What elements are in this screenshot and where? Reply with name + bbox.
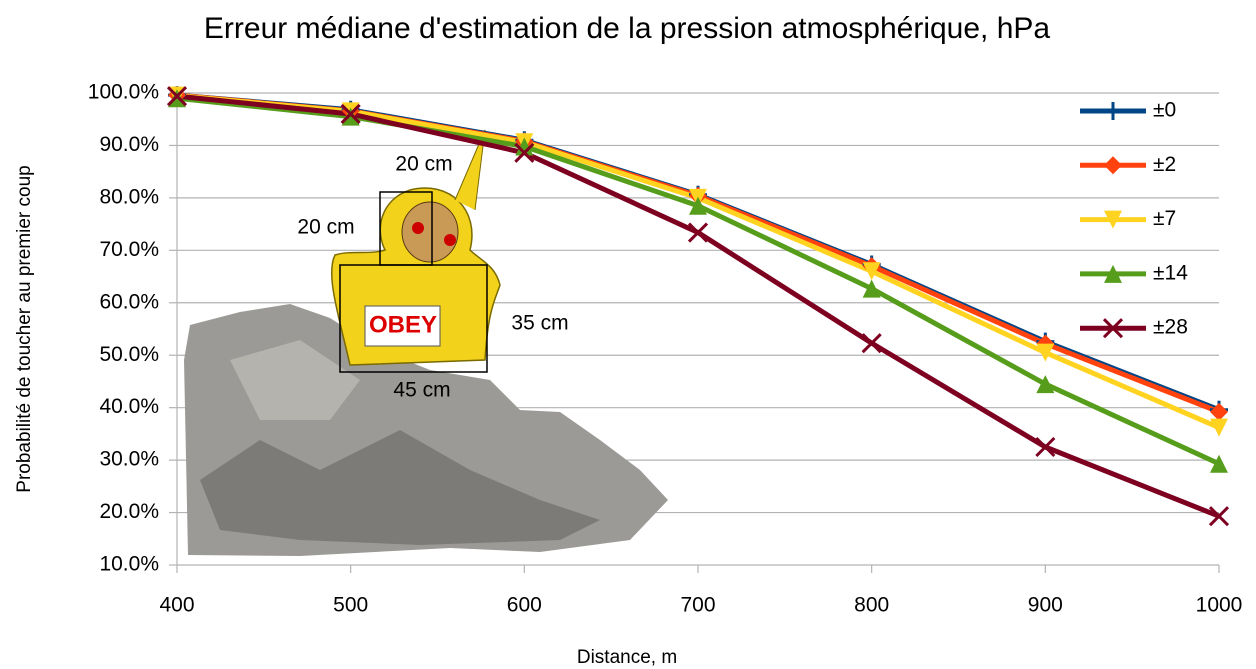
legend-label: ±7 bbox=[1153, 207, 1176, 230]
marker bbox=[1104, 102, 1122, 120]
x-tick-label: 900 bbox=[1028, 594, 1063, 617]
x-tick-label: 1000 bbox=[1196, 594, 1243, 617]
y-tick-label: 90.0% bbox=[99, 133, 159, 156]
annotation: 35 cm bbox=[511, 312, 568, 335]
x-tick-label: 400 bbox=[159, 594, 194, 617]
y-tick-label: 50.0% bbox=[99, 343, 159, 366]
y-tick-label: 70.0% bbox=[99, 238, 159, 261]
marker bbox=[689, 224, 707, 242]
annotation: OBEY bbox=[369, 311, 437, 338]
marker bbox=[863, 280, 881, 298]
y-tick-label: 10.0% bbox=[99, 553, 159, 576]
annotation: 45 cm bbox=[393, 379, 450, 402]
figure-face bbox=[402, 202, 458, 262]
y-tick-label: 60.0% bbox=[99, 290, 159, 313]
legend-label: ±28 bbox=[1153, 316, 1188, 339]
y-tick-label: 100.0% bbox=[88, 81, 159, 104]
x-tick-label: 500 bbox=[333, 594, 368, 617]
y-axis-label: Probabilité de toucher au premier coup bbox=[14, 165, 35, 492]
annotation: 20 cm bbox=[297, 216, 354, 239]
marker bbox=[863, 334, 881, 352]
figure-eye bbox=[412, 222, 424, 234]
x-tick-label: 600 bbox=[507, 594, 542, 617]
legend-label: ±2 bbox=[1153, 153, 1176, 176]
y-tick-label: 20.0% bbox=[99, 500, 159, 523]
y-tick-label: 30.0% bbox=[99, 448, 159, 471]
x-tick-label: 700 bbox=[680, 594, 715, 617]
x-tick-label: 800 bbox=[854, 594, 889, 617]
y-tick-label: 40.0% bbox=[99, 395, 159, 418]
chart: Erreur médiane d'estimation de la pressi… bbox=[0, 0, 1256, 669]
marker bbox=[1210, 455, 1228, 473]
legend-label: ±14 bbox=[1153, 261, 1188, 284]
legend-label: ±0 bbox=[1153, 99, 1176, 122]
marker bbox=[1104, 156, 1122, 174]
chart-title: Erreur médiane d'estimation de la pressi… bbox=[204, 12, 1051, 45]
x-axis-label: Distance, m bbox=[577, 647, 677, 668]
annotation: 20 cm bbox=[395, 153, 452, 176]
y-tick-label: 80.0% bbox=[99, 185, 159, 208]
figure-eye bbox=[444, 234, 456, 246]
illustration bbox=[184, 130, 668, 556]
